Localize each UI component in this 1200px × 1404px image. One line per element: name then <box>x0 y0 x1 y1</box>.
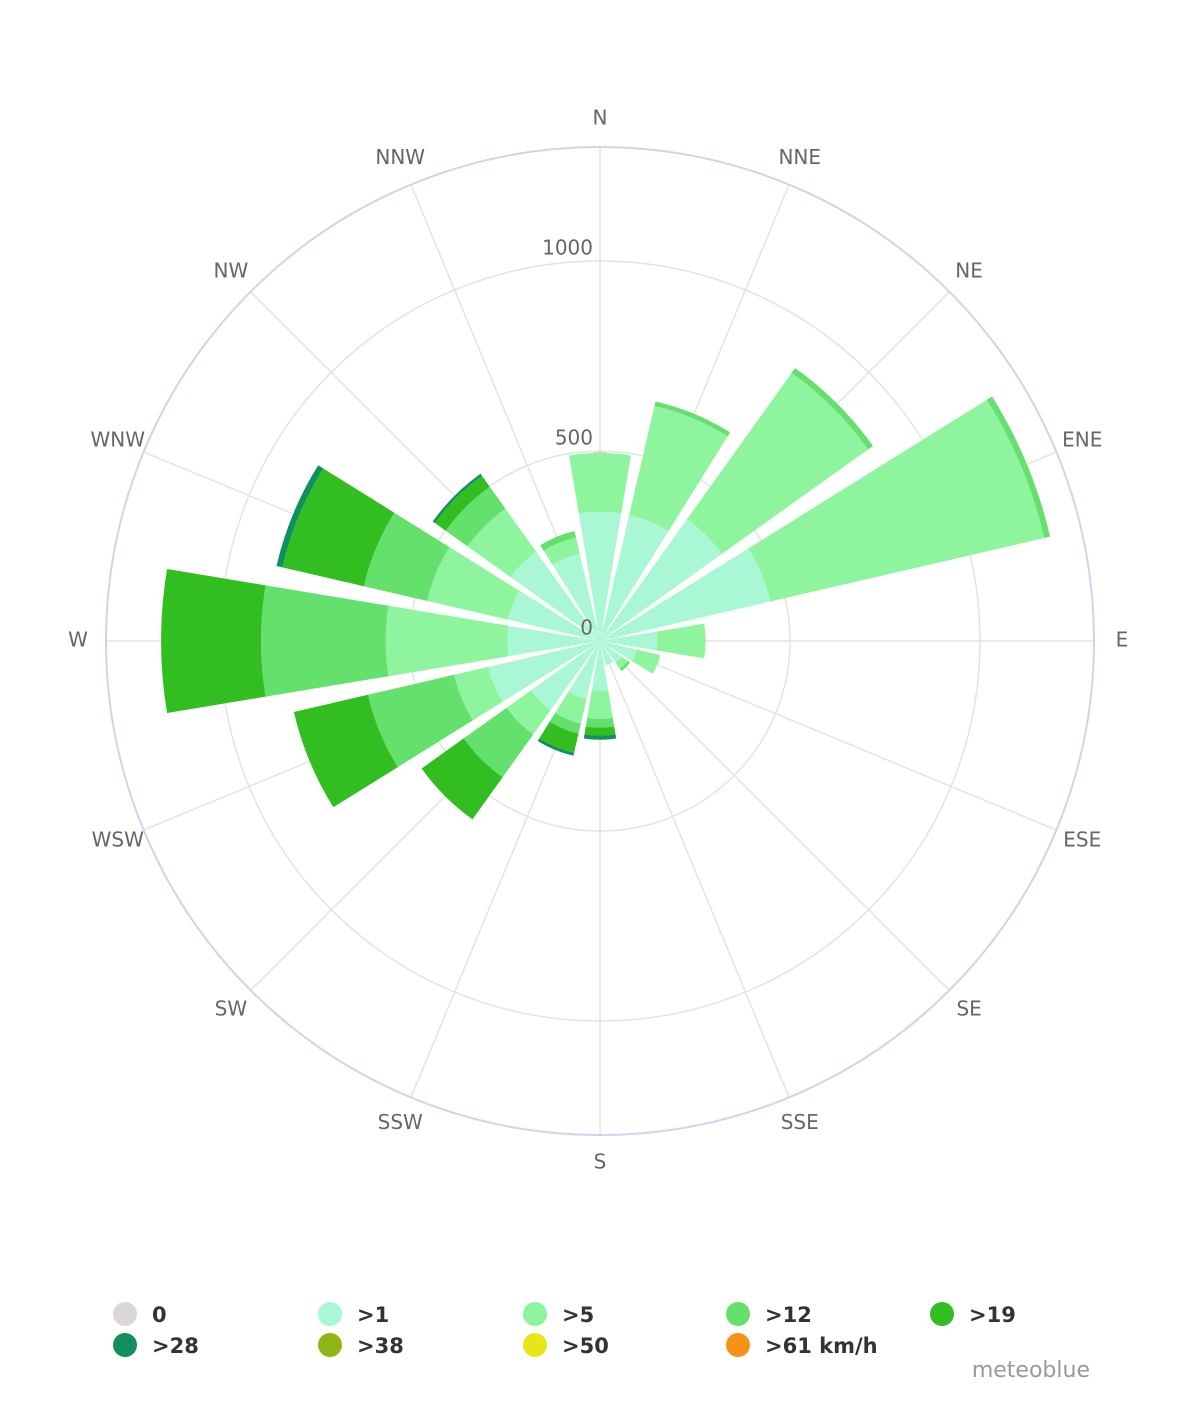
direction-label: NNE <box>778 145 821 169</box>
wedge <box>161 568 266 714</box>
legend-label: 0 <box>152 1303 167 1327</box>
wedge <box>569 452 631 514</box>
wedge <box>385 605 509 677</box>
legend-swatch <box>930 1302 954 1326</box>
wedge <box>600 631 657 651</box>
legend-swatch <box>113 1302 137 1326</box>
wedge <box>587 690 613 719</box>
wedge <box>791 368 873 450</box>
legend-swatch <box>318 1302 342 1326</box>
legend-label: >5 <box>562 1303 594 1327</box>
direction-label: SSW <box>378 1110 423 1134</box>
wedge <box>629 405 728 532</box>
wedge <box>540 531 576 551</box>
direction-label: SE <box>956 997 981 1021</box>
radial-tick-label: 0 <box>580 616 593 640</box>
legend-label: >19 <box>969 1303 1016 1327</box>
wedge <box>619 660 630 671</box>
direction-label: WNW <box>90 428 145 452</box>
wedge <box>432 473 483 524</box>
watermark: meteoblue <box>972 1358 1090 1383</box>
wedge <box>510 551 600 641</box>
wedge <box>555 691 587 724</box>
legend-label: >61 km/h <box>765 1334 878 1358</box>
wedge <box>584 726 616 736</box>
wedge <box>276 465 324 568</box>
wedge <box>531 641 600 710</box>
wedge <box>654 401 731 437</box>
wedge <box>583 734 617 740</box>
direction-label: E <box>1116 628 1129 652</box>
wedge <box>537 738 575 756</box>
direction-label: SSE <box>781 1110 819 1134</box>
legend-swatch <box>318 1333 342 1357</box>
legend-swatch <box>523 1302 547 1326</box>
legend-label: >12 <box>765 1303 812 1327</box>
wedge <box>632 649 661 674</box>
legend-label: >28 <box>152 1334 199 1358</box>
wedge <box>421 738 503 820</box>
wedge <box>986 396 1051 539</box>
wedge <box>600 548 771 641</box>
wedge <box>506 690 551 735</box>
wedge <box>488 641 600 702</box>
direction-label: ENE <box>1062 428 1102 452</box>
wedge <box>600 641 638 662</box>
wedge <box>282 468 395 587</box>
wedge <box>363 512 450 601</box>
legend-swatch <box>113 1333 137 1357</box>
wedge <box>615 656 628 669</box>
legend-swatch <box>726 1333 750 1357</box>
spoke <box>599 640 950 991</box>
direction-label: NW <box>214 258 249 282</box>
wedge <box>293 694 398 808</box>
wedge <box>568 641 600 700</box>
wedge <box>600 515 669 641</box>
wedge <box>543 537 580 565</box>
direction-label: NNW <box>375 145 425 169</box>
wedge <box>445 486 506 547</box>
wedge <box>578 511 622 641</box>
legend-label: >38 <box>357 1334 404 1358</box>
direction-label: S <box>594 1150 607 1174</box>
wedge <box>427 547 520 620</box>
wedge <box>434 475 490 531</box>
wedge <box>454 666 503 721</box>
wedge <box>687 372 869 554</box>
wedge <box>467 508 537 578</box>
direction-label: WSW <box>92 827 144 851</box>
wedge <box>507 590 600 641</box>
direction-label: ESE <box>1063 827 1101 851</box>
wedge <box>549 712 581 734</box>
radial-tick-label: 1000 <box>542 236 593 260</box>
spoke <box>599 640 790 1098</box>
wedge <box>748 399 1045 602</box>
legend-swatch <box>726 1302 750 1326</box>
wedge <box>261 585 389 697</box>
outer-ring <box>105 146 1095 1136</box>
wedge <box>656 623 706 659</box>
wedge <box>600 641 622 663</box>
direction-label: NE <box>955 258 983 282</box>
direction-label: N <box>593 106 608 130</box>
legend-swatch <box>523 1333 547 1357</box>
wedge <box>600 641 614 666</box>
wedge <box>367 674 473 768</box>
wedge <box>552 553 600 641</box>
wedge <box>600 519 722 641</box>
legend-label: >1 <box>357 1303 389 1327</box>
wedge <box>539 721 579 753</box>
direction-label: W <box>68 628 88 652</box>
wedge <box>463 707 534 778</box>
spoke <box>599 640 1057 831</box>
radial-tick-label: 500 <box>555 426 593 450</box>
wedge <box>585 717 615 728</box>
legend-label: >50 <box>562 1334 609 1358</box>
wedge <box>507 625 600 657</box>
direction-label: SW <box>215 997 248 1021</box>
wedge <box>591 641 609 691</box>
